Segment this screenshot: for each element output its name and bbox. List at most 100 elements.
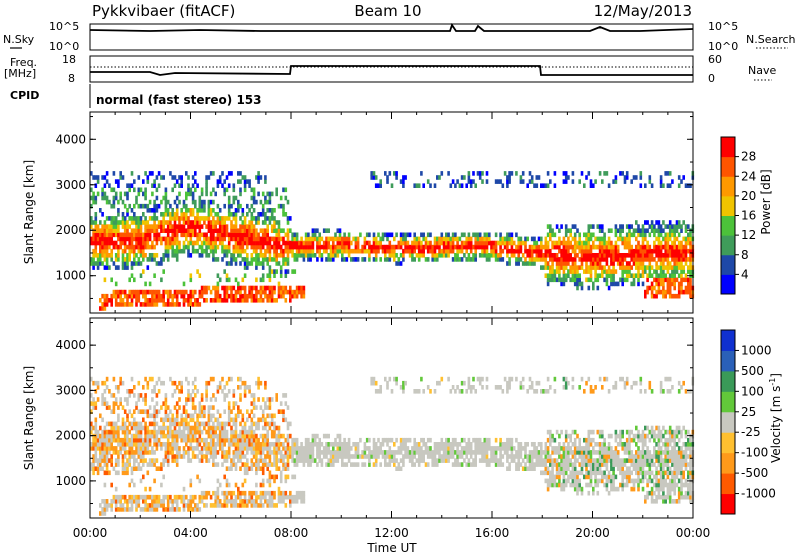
velocity-cell <box>291 442 294 447</box>
power-cell <box>542 183 545 188</box>
velocity-cell <box>157 376 161 382</box>
power-cell <box>596 277 600 283</box>
velocity-cell <box>105 385 109 390</box>
velocity-cell <box>282 462 285 467</box>
power-cell <box>621 265 624 270</box>
power-cell <box>517 236 520 242</box>
velocity-cell <box>449 450 453 455</box>
velocity-cell <box>99 437 102 443</box>
velocity-cell <box>94 458 98 463</box>
power-cell <box>404 236 407 242</box>
power-cell <box>347 236 351 242</box>
velocity-cell <box>497 458 500 463</box>
velocity-cell <box>130 454 134 459</box>
power-cell <box>209 289 213 295</box>
power-cell <box>386 236 389 242</box>
power-cell <box>592 244 595 250</box>
velocity-cell <box>225 450 229 455</box>
velocity-cell <box>332 462 335 467</box>
power-cell <box>619 277 622 283</box>
power-cell <box>456 240 459 246</box>
power-cell <box>126 212 129 217</box>
power-cell <box>234 277 238 283</box>
velocity-cell <box>207 413 211 419</box>
power-cell <box>587 285 591 291</box>
velocity-cell <box>279 450 283 455</box>
power-cell <box>307 232 310 238</box>
power-cell <box>230 253 233 258</box>
velocity-cell <box>128 421 131 427</box>
velocity-cell <box>478 450 482 455</box>
power-cell <box>485 236 489 242</box>
velocity-cell <box>112 466 116 471</box>
power-cell <box>232 293 236 299</box>
power-cell <box>252 257 256 262</box>
velocity-cell <box>223 442 226 447</box>
power-cell <box>264 179 267 184</box>
velocity-cell <box>225 421 229 427</box>
velocity-cell <box>101 454 104 459</box>
velocity-cell <box>264 405 267 410</box>
power-cell <box>108 183 111 188</box>
power-cell <box>291 293 294 299</box>
velocity-cell <box>198 499 202 504</box>
velocity-cell <box>268 413 272 419</box>
velocity-cell <box>361 462 364 467</box>
velocity-cell <box>151 494 154 500</box>
power-cell <box>175 257 179 262</box>
velocity-cell <box>153 425 156 431</box>
velocity-cell <box>185 425 188 431</box>
velocity-cell <box>103 482 107 488</box>
velocity-cell <box>492 454 496 459</box>
power-cell <box>673 248 676 254</box>
power-cell <box>110 302 113 307</box>
power-cell <box>255 199 258 205</box>
power-cell <box>164 220 168 225</box>
velocity-cell <box>164 413 168 419</box>
power-cell <box>555 277 559 283</box>
power-cell <box>311 236 315 242</box>
velocity-cell <box>363 442 367 447</box>
power-cell <box>151 253 154 258</box>
velocity-cell <box>252 454 256 459</box>
power-cell <box>119 240 122 246</box>
velocity-cell <box>160 503 163 508</box>
velocity-cell <box>510 454 514 459</box>
power-cell <box>108 253 111 258</box>
power-cell <box>659 232 663 238</box>
power-cell <box>293 253 297 258</box>
power-cell <box>200 199 204 205</box>
power-cell <box>92 253 95 258</box>
velocity-cell <box>105 470 109 476</box>
velocity-cell <box>112 433 116 439</box>
velocity-cell <box>214 462 217 467</box>
power-cell <box>549 224 552 229</box>
velocity-cell <box>261 433 265 439</box>
velocity-cell <box>221 446 224 451</box>
power-cell <box>221 285 224 291</box>
velocity-cell <box>189 478 193 484</box>
power-cell <box>191 289 195 295</box>
power-cell <box>146 240 150 246</box>
power-cell <box>540 183 543 188</box>
power-cell <box>659 244 663 250</box>
velocity-cell <box>268 458 272 463</box>
velocity-cell <box>338 437 342 443</box>
velocity-cell <box>160 482 163 488</box>
velocity-cell <box>223 393 226 398</box>
power-cell <box>246 265 249 270</box>
power-cell <box>619 265 622 270</box>
power-cell <box>433 240 437 246</box>
power-cell <box>341 253 344 258</box>
power-cell <box>99 240 102 246</box>
velocity-cell <box>223 494 226 500</box>
power-cell <box>218 298 222 303</box>
velocity-cell <box>530 466 534 471</box>
power-cell <box>216 236 220 242</box>
power-cell <box>218 240 222 246</box>
power-cell <box>90 220 93 225</box>
power-cell <box>426 179 430 184</box>
power-cell <box>225 253 229 258</box>
power-cell <box>451 248 455 254</box>
velocity-cell <box>123 466 127 471</box>
